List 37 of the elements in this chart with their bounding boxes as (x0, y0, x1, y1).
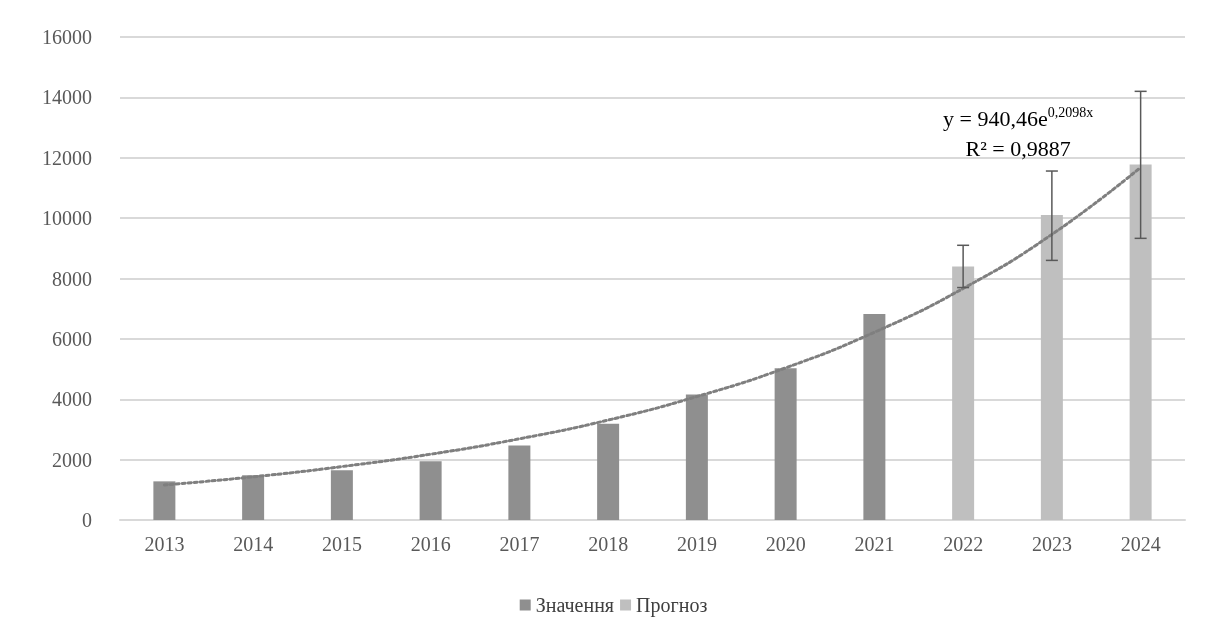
y-tick-label: 14000 (42, 86, 92, 109)
bar (153, 481, 176, 520)
y-tick-label: 6000 (52, 327, 92, 350)
y-tick-label: 0 (82, 509, 92, 531)
bar (419, 461, 442, 520)
y-tick-label: 10000 (42, 207, 92, 230)
x-tick-label: 2019 (676, 533, 717, 555)
x-tick-label: 2017 (499, 533, 540, 555)
x-tick-label: 2020 (765, 533, 806, 555)
bar (952, 266, 975, 520)
x-tick-label: 2022 (943, 533, 984, 555)
y-tick-label: 16000 (42, 26, 92, 48)
x-tick-label: 2024 (1120, 533, 1161, 555)
x-tick-label: 2014 (233, 533, 274, 555)
y-tick-label: 12000 (42, 146, 92, 169)
x-tick-label: 2023 (1031, 533, 1072, 555)
x-tick-label: 2013 (144, 533, 185, 555)
x-tick-label: 2015 (321, 533, 362, 555)
bar (508, 445, 531, 520)
y-tick-label: 2000 (52, 448, 92, 471)
bar (774, 368, 797, 520)
bar (685, 394, 708, 520)
bar (1129, 164, 1152, 520)
bar (597, 423, 620, 520)
x-tick-label: 2016 (410, 533, 451, 555)
bar (330, 470, 353, 520)
line-series (162, 165, 1143, 487)
legend-label: Прогноз (636, 594, 708, 617)
legend-label: Значення (535, 594, 615, 616)
y-tick-label: 8000 (52, 267, 92, 290)
bar (242, 475, 265, 520)
y-tick-label: 4000 (52, 388, 92, 411)
annotation: R² = 0,9887 (965, 135, 1071, 161)
x-tick-label: 2021 (854, 533, 895, 555)
bar (1040, 215, 1063, 520)
bar (863, 314, 886, 520)
x-tick-label: 2018 (588, 533, 629, 555)
